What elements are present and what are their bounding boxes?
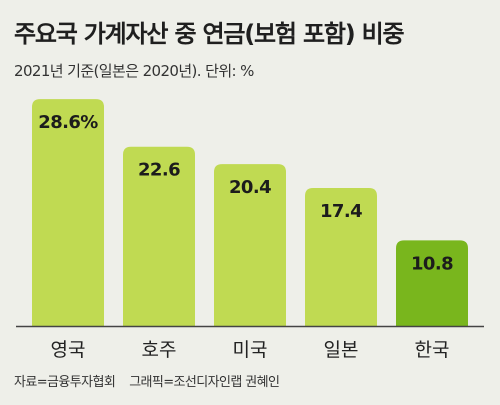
bar-1: [32, 99, 104, 327]
category-label-4: 일본: [324, 339, 359, 361]
value-label-1: 28.6%: [38, 112, 98, 133]
category-label-2: 호주: [142, 339, 177, 361]
value-label-3: 20.4: [229, 177, 271, 198]
chart-subtitle: 2021년 기준(일본은 2020년). 단위: %: [14, 62, 254, 80]
bar-4: [305, 187, 377, 326]
bar-2: [123, 146, 195, 326]
source-text: 자료=금융투자협회: [14, 375, 116, 390]
value-label-2: 22.6: [138, 160, 180, 181]
category-label-5: 한국: [415, 339, 450, 361]
source-note: 자료=금융투자협회 그래픽=조선디자인랩 권혜인: [14, 371, 280, 390]
category-label-1: 영국: [51, 339, 86, 361]
value-label-5: 10.8: [411, 253, 453, 274]
bar-5: [396, 240, 468, 326]
value-label-4: 17.4: [320, 201, 362, 222]
bar-3: [214, 164, 286, 326]
credit-text: 그래픽=조선디자인랩 권혜인: [129, 375, 280, 390]
chart-title: 주요국 가계자산 중 연금(보험 포함) 비중: [14, 20, 405, 48]
category-label-3: 미국: [233, 339, 268, 361]
